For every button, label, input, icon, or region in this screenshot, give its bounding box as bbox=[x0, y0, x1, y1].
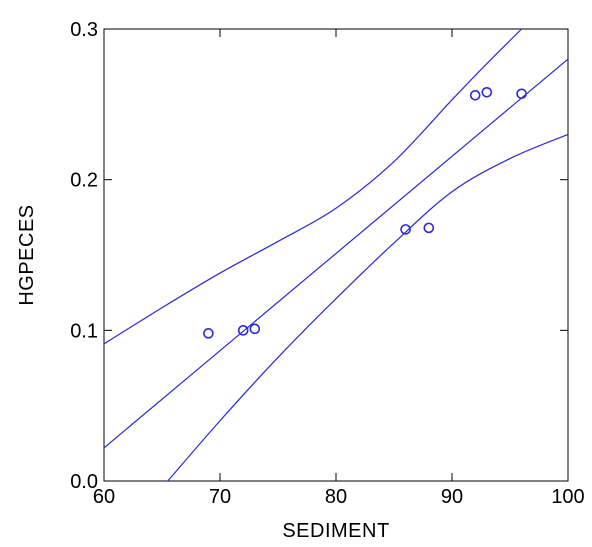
y-tick-label: 0.3 bbox=[70, 19, 98, 41]
data-point bbox=[516, 88, 527, 100]
lower-confidence-band bbox=[167, 133, 568, 481]
x-tick-label: 70 bbox=[209, 486, 231, 508]
x-tick-label: 80 bbox=[325, 486, 347, 508]
y-tick-label: 0.2 bbox=[70, 170, 98, 192]
y-axis-title: HGPECES bbox=[16, 204, 38, 305]
data-point bbox=[469, 89, 481, 101]
regression-line bbox=[104, 58, 568, 449]
upper-confidence-band bbox=[104, 29, 523, 345]
x-tick-label: 90 bbox=[441, 486, 463, 508]
data-point bbox=[423, 222, 435, 234]
confidence-bands bbox=[104, 29, 568, 481]
y-tick-label: 0.1 bbox=[70, 320, 98, 342]
x-tick-label: 60 bbox=[93, 486, 115, 508]
axis-ticks: 60 70 80 90 100 0.0 0.1 0.2 0.3 bbox=[70, 19, 585, 508]
data-point bbox=[237, 325, 249, 336]
y-tick-label: 0.0 bbox=[70, 471, 98, 493]
data-point bbox=[203, 328, 214, 339]
plot-frame bbox=[103, 28, 569, 482]
regression-line-group bbox=[104, 58, 568, 449]
data-point bbox=[249, 323, 261, 335]
data-point bbox=[481, 86, 493, 98]
x-axis-title: SEDIMENT bbox=[282, 520, 389, 542]
data-point bbox=[400, 224, 411, 235]
x-tick-label: 100 bbox=[551, 486, 584, 508]
data-points bbox=[203, 86, 527, 339]
